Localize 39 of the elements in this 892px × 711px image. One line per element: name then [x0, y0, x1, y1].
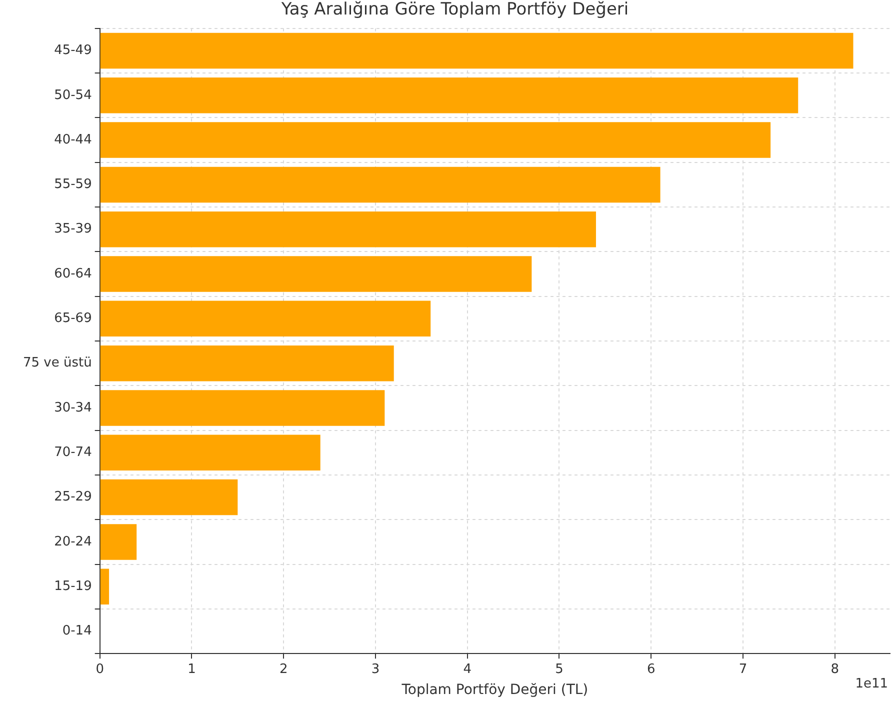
x-tick-label: 0	[96, 662, 104, 677]
bar	[100, 345, 394, 382]
y-tick-label: 60-64	[54, 266, 92, 282]
bar	[100, 166, 660, 203]
x-tick-label: 8	[830, 662, 840, 677]
y-tick-label: 55-59	[54, 177, 92, 192]
y-tick-label: 30-34	[54, 400, 92, 416]
text: 1e11	[855, 676, 888, 692]
y-tick-label: 15-19	[54, 578, 92, 594]
x-tick-label: 7	[738, 662, 748, 677]
bar	[100, 300, 431, 337]
x-tick-label: 2	[279, 662, 288, 677]
y-tick-label: 40-44	[54, 132, 92, 148]
y-tick-label: 75 ve üstü	[22, 356, 92, 371]
y-tick-label: 65-69	[54, 311, 92, 326]
bar	[100, 568, 110, 604]
bar	[100, 479, 238, 516]
bar	[100, 256, 532, 292]
chart-title: Yaş Aralığına Göre Toplam Portföy Değeri	[280, 0, 629, 20]
x-tick-label: 5	[555, 662, 564, 677]
y-tick-label: 70-74	[54, 445, 92, 460]
x-tick-label: 1	[188, 662, 196, 677]
x-axis-title: Toplam Portföy Değeri (TL)	[400, 682, 588, 698]
y-tick-label: 25-29	[54, 490, 92, 505]
bar	[100, 434, 320, 471]
y-tick-label: 20-24	[54, 534, 92, 550]
y-tick-label: 0-14	[62, 624, 92, 639]
y-tick-label: 50-54	[54, 88, 92, 103]
bar	[100, 78, 798, 114]
x-tick-label: 4	[463, 662, 472, 677]
x-tick-label: 3	[371, 662, 380, 677]
bar	[100, 32, 854, 69]
bar	[100, 211, 596, 248]
bar	[100, 390, 385, 426]
y-tick-label: 35-39	[54, 222, 92, 237]
x-tick-label: 6	[646, 662, 656, 677]
y-tick-label: 45-49	[54, 43, 92, 58]
bar	[100, 122, 771, 158]
bar	[100, 524, 137, 560]
